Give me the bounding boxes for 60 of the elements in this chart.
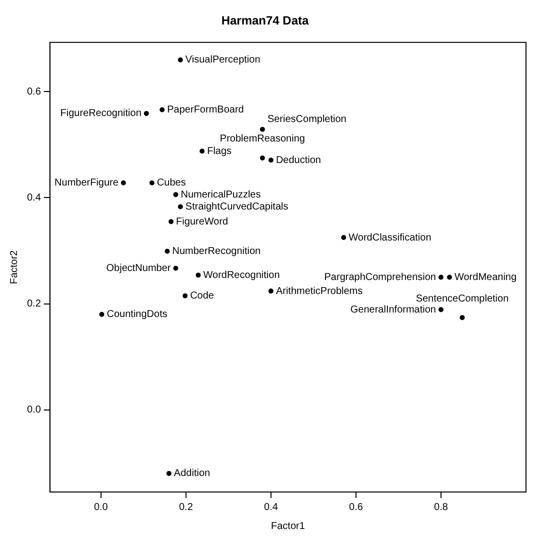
y-tick-label: 0.2 [26, 298, 42, 310]
data-label: VisualPerception [185, 54, 260, 66]
data-label: NumericalPuzzles [180, 189, 261, 200]
chart-title: Harman74 Data [221, 14, 310, 28]
data-label: PargraphComprehension [324, 272, 436, 284]
point [196, 272, 201, 278]
point [182, 293, 188, 298]
data-label: ObjectNumber [106, 263, 172, 274]
point [149, 180, 154, 186]
point [260, 126, 265, 132]
data-label: StraightCurvedCapitals [185, 202, 288, 213]
x-tick-label: 0.8 [434, 502, 448, 513]
data-label: FigureWord [176, 216, 228, 228]
data-label: SeriesCompletion [267, 114, 346, 126]
data-label: Cubes [156, 178, 186, 189]
data-label: WordClassification [348, 232, 432, 244]
x-tick-label: 0.4 [264, 502, 278, 513]
data-label: NumberFigure [54, 178, 119, 189]
data-label: PaperFormBoard [167, 104, 244, 116]
y-axis-title: Factor2 [8, 250, 20, 284]
data-label: WordMeaning [454, 272, 517, 284]
point [268, 158, 274, 163]
point [446, 274, 452, 280]
point [166, 470, 172, 476]
point [120, 180, 126, 186]
point [178, 204, 183, 210]
data-label: WordRecognition [203, 270, 280, 281]
point [200, 148, 205, 154]
data-label: FigureRecognition [60, 108, 142, 120]
y-tick-label: 0.6 [26, 86, 42, 98]
point [99, 312, 104, 317]
data-label: SentenceCompletion [416, 293, 509, 304]
data-label: Addition [174, 468, 210, 480]
point [160, 107, 165, 112]
data-label: ArithmeticProblems [276, 286, 363, 297]
point [260, 155, 265, 160]
x-axis-title: Factor1 [271, 520, 306, 532]
point [178, 57, 183, 62]
point [438, 307, 444, 312]
point [164, 248, 170, 254]
point [168, 219, 174, 224]
x-tick-label: 0.0 [94, 502, 108, 513]
y-tick-label: 0.4 [26, 192, 42, 204]
point [438, 274, 444, 280]
data-label: NumberRecognition [172, 246, 261, 258]
point [173, 192, 178, 198]
data-label: Deduction [276, 154, 321, 166]
point [460, 315, 465, 320]
y-tick-label: 0.0 [26, 404, 42, 416]
x-tick-label: 0.2 [178, 502, 194, 513]
data-label: ProblemReasoning [220, 134, 305, 145]
data-label: GeneralInformation [350, 304, 436, 316]
x-tick-label: 0.6 [349, 502, 364, 513]
point [144, 110, 149, 116]
data-label: Flags [207, 146, 232, 157]
data-label: Code [190, 290, 214, 302]
data-label: CountingDots [106, 309, 168, 320]
point [341, 235, 346, 240]
point [268, 288, 274, 294]
point [173, 266, 178, 271]
